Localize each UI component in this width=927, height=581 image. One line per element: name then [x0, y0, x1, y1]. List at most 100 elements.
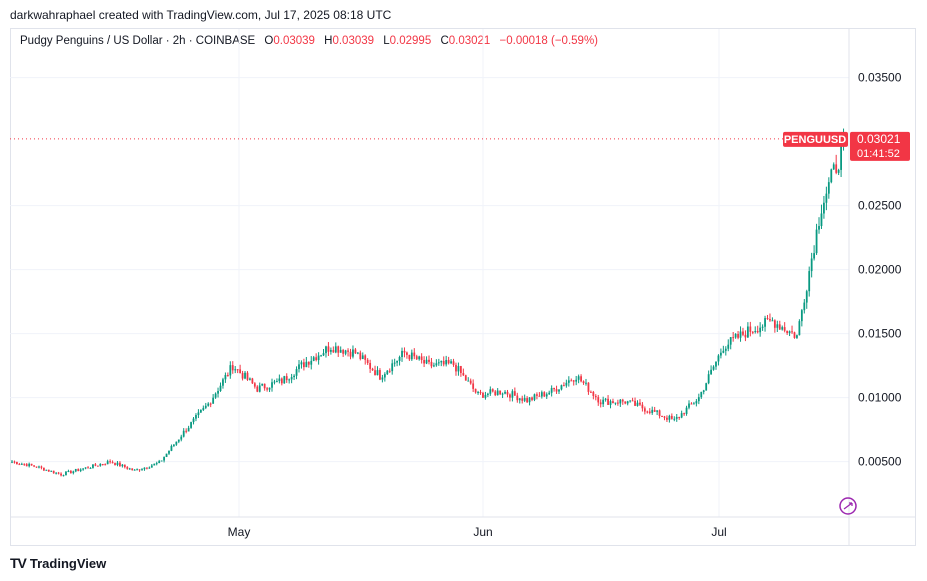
candle	[305, 357, 308, 368]
last-price-value: 0.03021	[857, 132, 901, 146]
candle	[285, 373, 288, 383]
candle	[187, 425, 190, 432]
candle	[158, 459, 161, 464]
candle	[241, 370, 244, 381]
x-tick-label: Jun	[473, 525, 492, 539]
candle	[224, 372, 227, 383]
candle	[334, 342, 337, 354]
candle	[786, 330, 789, 335]
candle	[84, 467, 87, 470]
candle	[406, 351, 408, 359]
candle	[634, 397, 636, 407]
time-axis[interactable]: May Jun Jul	[10, 516, 916, 539]
candle	[116, 461, 119, 467]
candle	[258, 382, 261, 393]
candle	[57, 471, 60, 475]
candle	[678, 416, 681, 420]
tradingview-brand[interactable]: TV TradingView	[10, 555, 106, 571]
candle	[67, 469, 70, 473]
candle	[344, 349, 347, 356]
candle	[550, 385, 553, 397]
x-tick-label: May	[228, 525, 251, 539]
open-label: O	[264, 35, 274, 47]
candle	[386, 369, 389, 375]
candle	[74, 468, 77, 473]
candle	[602, 396, 605, 408]
candle	[18, 462, 21, 466]
candle	[428, 355, 430, 365]
candle	[290, 373, 293, 384]
candle	[798, 319, 801, 336]
candle	[754, 326, 757, 334]
candle	[688, 400, 690, 410]
candle	[177, 439, 180, 444]
candle	[609, 399, 612, 409]
candle	[518, 398, 521, 404]
candle	[133, 469, 136, 471]
close-value: 0.03021	[448, 35, 491, 47]
candle	[589, 390, 592, 393]
candle	[366, 358, 369, 365]
candle	[690, 402, 693, 405]
candle	[231, 361, 234, 374]
candle	[20, 462, 23, 465]
candle	[322, 349, 325, 357]
scroll-to-realtime-icon[interactable]	[839, 497, 857, 515]
candle	[437, 358, 440, 366]
candle	[803, 299, 806, 314]
candle	[462, 368, 465, 377]
candle	[234, 366, 237, 374]
candle	[489, 386, 492, 396]
last-price-badge	[850, 131, 910, 161]
candle	[732, 331, 735, 342]
candle	[393, 358, 396, 367]
candle	[60, 472, 62, 477]
candle	[742, 327, 744, 337]
candle	[69, 469, 72, 474]
candle	[504, 390, 506, 395]
candle	[244, 371, 246, 380]
candle	[545, 392, 548, 399]
candle	[528, 397, 531, 406]
candle	[278, 374, 281, 384]
candle	[396, 360, 399, 367]
candle	[783, 322, 786, 333]
candle	[209, 402, 212, 408]
candle	[724, 346, 727, 356]
candle	[62, 474, 65, 477]
candle	[575, 375, 578, 386]
candle	[612, 398, 614, 404]
candle	[423, 356, 425, 368]
candle	[192, 417, 195, 425]
candle	[251, 377, 254, 385]
low-label: L	[383, 35, 390, 47]
candle	[536, 392, 538, 400]
candle	[361, 352, 364, 360]
candle	[369, 359, 372, 373]
candle	[246, 371, 249, 381]
y-tick-label: 0.00500	[858, 455, 902, 469]
candle	[543, 391, 546, 398]
candle	[499, 390, 502, 396]
candle	[619, 398, 622, 407]
candle	[513, 387, 516, 397]
candle	[199, 409, 202, 414]
candle	[521, 395, 524, 404]
candle	[170, 444, 173, 452]
chart-legend: Pudgy Penguins / US Dollar · 2h · COINBA…	[20, 35, 598, 47]
candle	[486, 392, 489, 398]
candle	[185, 428, 188, 434]
candle	[717, 354, 720, 366]
candle	[614, 402, 617, 406]
candle	[680, 410, 683, 419]
candle	[582, 380, 585, 385]
candle	[506, 389, 509, 398]
candle	[815, 223, 818, 255]
candle	[720, 348, 722, 359]
candle	[28, 462, 31, 468]
candle	[459, 365, 462, 377]
candle	[45, 469, 48, 471]
price-axis[interactable]: 0.03500 0.02500 0.02000 0.01500 0.01000 0.005…	[848, 29, 902, 545]
candle	[253, 382, 256, 389]
